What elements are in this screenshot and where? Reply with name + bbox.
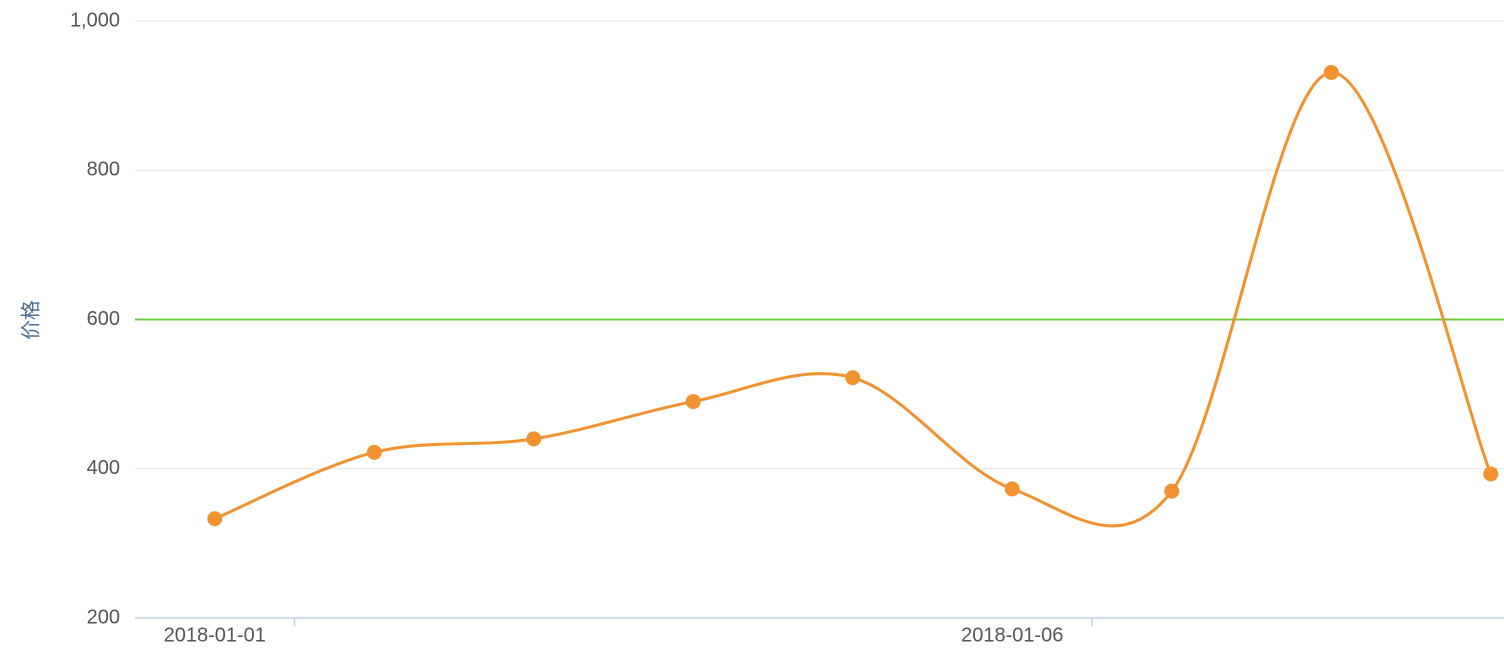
series-line (214, 70, 1493, 528)
y-tick-label: 1,000 (70, 9, 120, 31)
x-tick-label: 2018-01-06 (961, 624, 1063, 646)
y-tick-label: 400 (87, 457, 120, 479)
data-point (366, 444, 382, 460)
data-point (1483, 466, 1499, 482)
data-point (526, 431, 542, 447)
data-point (685, 394, 701, 410)
x-tick-label: 2018-01-01 (164, 624, 266, 646)
y-axis-title: 价格 (19, 300, 42, 340)
data-point (1323, 64, 1339, 80)
data-point (207, 511, 223, 527)
y-tick-label: 800 (87, 159, 120, 181)
data-point (1164, 483, 1180, 499)
data-point (845, 370, 861, 386)
data-point (1004, 481, 1020, 497)
y-tick-label: 600 (87, 308, 120, 330)
y-tick-label: 200 (87, 606, 120, 628)
